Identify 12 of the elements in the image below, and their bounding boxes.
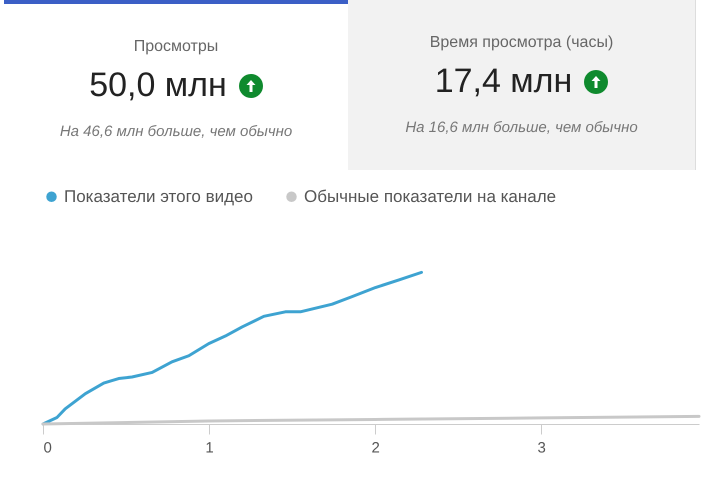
legend-label: Обычные показатели на канале	[304, 186, 556, 206]
x-tick-label: 3	[538, 440, 546, 456]
x-tick-label: 2	[371, 440, 380, 456]
x-tick-label: 1	[205, 440, 214, 456]
text: Просмотры	[132, 38, 220, 56]
text: 50,0 млн	[89, 66, 227, 105]
text: 17,4 млн	[434, 62, 572, 101]
x-tick-label: 0	[44, 440, 52, 456]
legend-label: Показатели этого видео	[64, 186, 253, 206]
text: Время просмотра (часы)	[428, 34, 614, 52]
text: На 16,6 млн больше, чем обычно	[404, 119, 639, 136]
text: На 46,6 млн больше, чем обычно	[58, 123, 294, 140]
